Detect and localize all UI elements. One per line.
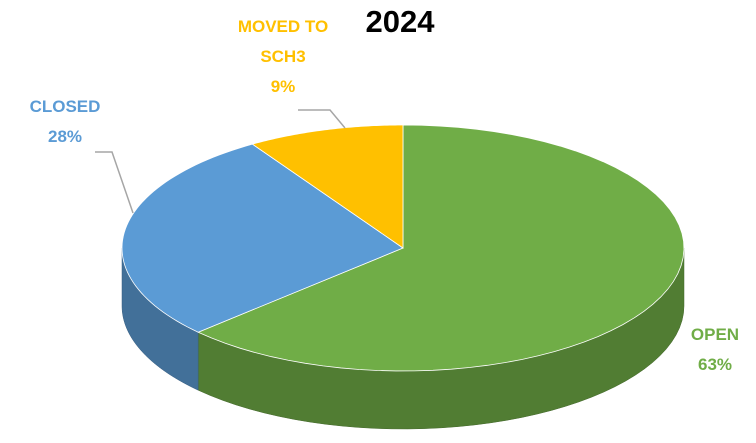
pie-slice xyxy=(121,143,404,333)
leader-line xyxy=(298,109,346,129)
category-label: CLOSED xyxy=(29,97,101,116)
value-label: 9% xyxy=(270,77,296,96)
value-label: 28% xyxy=(47,127,83,146)
category-label: MOVED TO SCH3 xyxy=(237,17,329,66)
data-label: MOVED TO SCH3 9% xyxy=(218,12,348,102)
category-label: OPEN xyxy=(690,325,740,344)
pie-slice xyxy=(197,124,685,372)
pie-slice xyxy=(251,124,404,249)
leader-line xyxy=(95,151,134,214)
chart-title: 2024 xyxy=(365,4,435,39)
data-label: CLOSED 28% xyxy=(15,92,115,152)
value-label: 63% xyxy=(697,355,733,374)
data-label: OPEN 63% xyxy=(665,320,756,380)
